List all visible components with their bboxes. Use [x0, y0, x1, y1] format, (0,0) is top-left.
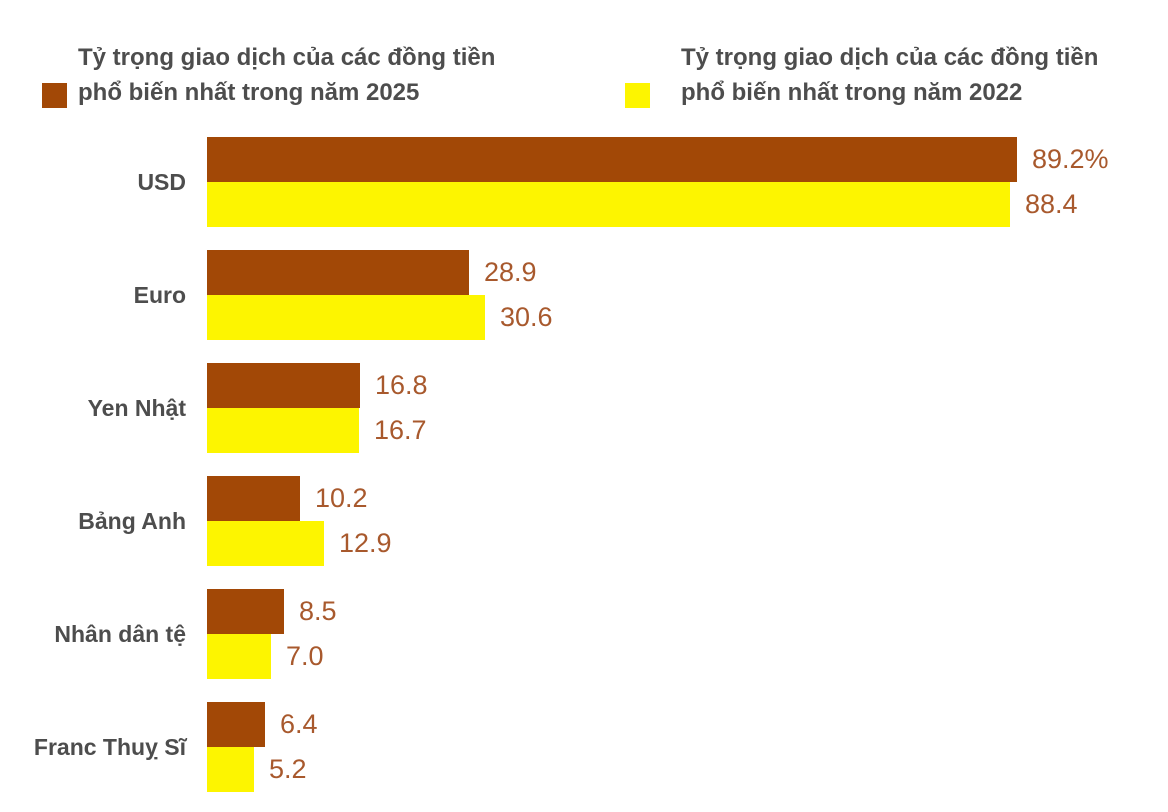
chart-row: Franc Thuỵ Sĩ 6.4 5.2 — [0, 702, 1168, 792]
value-label-2022: 12.9 — [339, 528, 392, 558]
legend-label-2025-line1: Tỷ trọng giao dịch của các đồng tiền — [78, 44, 496, 71]
bar-line-2022: 12.9 — [207, 521, 1168, 566]
bar-2022 — [207, 747, 254, 792]
bar-line-2022: 88.4 — [207, 182, 1168, 227]
bar-2025 — [207, 137, 1017, 182]
chart-row: Yen Nhật 16.8 16.7 — [0, 363, 1168, 453]
value-label-2025: 10.2 — [315, 483, 368, 513]
bar-line-2022: 30.6 — [207, 295, 1168, 340]
bar-2025 — [207, 363, 360, 408]
bar-group: 10.2 12.9 — [207, 476, 1168, 566]
bar-line-2025: 89.2% — [207, 137, 1168, 182]
bar-2025 — [207, 702, 265, 747]
value-label-2022: 30.6 — [500, 302, 553, 332]
bar-2022 — [207, 182, 1010, 227]
bar-line-2022: 16.7 — [207, 408, 1168, 453]
bar-group: 8.5 7.0 — [207, 589, 1168, 679]
category-label: Franc Thuỵ Sĩ — [33, 733, 186, 760]
bar-2025 — [207, 250, 469, 295]
bar-group: 28.9 30.6 — [207, 250, 1168, 340]
legend-label-2025-line2: phổ biến nhất trong năm 2025 — [78, 79, 420, 106]
category-label: Nhân dân tệ — [54, 620, 186, 647]
legend-label-2025: Tỷ trọng giao dịch của các đồng tiền phổ… — [78, 40, 495, 110]
value-label-2022: 7.0 — [286, 641, 324, 671]
bar-line-2025: 8.5 — [207, 589, 1168, 634]
bar-2022 — [207, 408, 359, 453]
bar-group: 89.2% 88.4 — [207, 137, 1168, 227]
category-label: Euro — [133, 281, 186, 308]
value-label-2025: 16.8 — [375, 370, 428, 400]
legend-swatch-2022 — [625, 83, 650, 108]
value-label-2025: 8.5 — [299, 596, 337, 626]
chart-row: Euro 28.9 30.6 — [0, 250, 1168, 340]
value-label-2025: 89.2% — [1032, 144, 1109, 174]
bar-2025 — [207, 476, 300, 521]
chart-row: USD 89.2% 88.4 — [0, 137, 1168, 227]
bar-2022 — [207, 295, 485, 340]
legend-label-2022-line1: Tỷ trọng giao dịch của các đồng tiền — [681, 44, 1099, 71]
category-label: USD — [137, 168, 186, 195]
value-label-2022: 5.2 — [269, 754, 307, 784]
value-label-2025: 28.9 — [484, 257, 537, 287]
bar-chart: USD 89.2% 88.4 Euro 28.9 30.6 Yen Nhật 16.8 16.7… — [0, 137, 1168, 812]
chart-row: Bảng Anh 10.2 12.9 — [0, 476, 1168, 566]
value-label-2022: 16.7 — [374, 415, 427, 445]
bar-2022 — [207, 634, 271, 679]
category-label: Yen Nhật — [87, 394, 186, 421]
bar-2022 — [207, 521, 324, 566]
bar-line-2022: 5.2 — [207, 747, 1168, 792]
value-label-2025: 6.4 — [280, 709, 318, 739]
legend-label-2022: Tỷ trọng giao dịch của các đồng tiền phổ… — [681, 40, 1098, 110]
legend-swatch-2025 — [42, 83, 67, 108]
category-label: Bảng Anh — [78, 507, 186, 534]
bar-line-2025: 10.2 — [207, 476, 1168, 521]
chart-row: Nhân dân tệ 8.5 7.0 — [0, 589, 1168, 679]
bar-line-2025: 28.9 — [207, 250, 1168, 295]
bar-group: 6.4 5.2 — [207, 702, 1168, 792]
bar-line-2022: 7.0 — [207, 634, 1168, 679]
bar-line-2025: 16.8 — [207, 363, 1168, 408]
bar-group: 16.8 16.7 — [207, 363, 1168, 453]
legend-label-2022-line2: phổ biến nhất trong năm 2022 — [681, 79, 1023, 106]
bar-2025 — [207, 589, 284, 634]
value-label-2022: 88.4 — [1025, 189, 1078, 219]
bar-line-2025: 6.4 — [207, 702, 1168, 747]
